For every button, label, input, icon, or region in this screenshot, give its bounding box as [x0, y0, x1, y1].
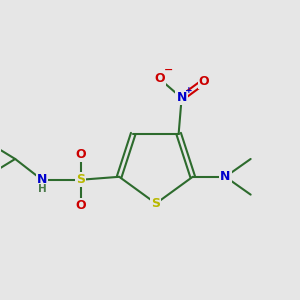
Text: O: O [75, 148, 86, 161]
Text: O: O [75, 199, 86, 212]
Text: S: S [152, 197, 160, 210]
Text: O: O [199, 75, 209, 88]
Text: S: S [76, 173, 85, 186]
Text: −: − [164, 65, 173, 75]
Text: N: N [176, 92, 187, 104]
Text: O: O [154, 72, 165, 85]
Text: N: N [220, 170, 231, 183]
Text: H: H [38, 184, 46, 194]
Text: N: N [37, 173, 47, 186]
Text: +: + [185, 86, 193, 95]
